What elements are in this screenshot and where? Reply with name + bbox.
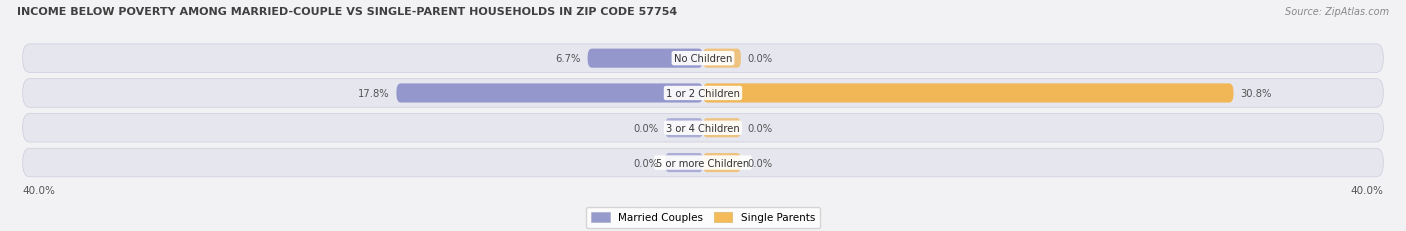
FancyBboxPatch shape	[22, 149, 1384, 177]
Text: 6.7%: 6.7%	[555, 54, 581, 64]
Text: 40.0%: 40.0%	[22, 185, 56, 195]
Text: No Children: No Children	[673, 54, 733, 64]
FancyBboxPatch shape	[665, 153, 703, 172]
FancyBboxPatch shape	[703, 119, 741, 138]
Text: Source: ZipAtlas.com: Source: ZipAtlas.com	[1285, 7, 1389, 17]
Text: 3 or 4 Children: 3 or 4 Children	[666, 123, 740, 133]
Text: 0.0%: 0.0%	[633, 123, 658, 133]
Text: 30.8%: 30.8%	[1240, 88, 1272, 99]
FancyBboxPatch shape	[703, 49, 741, 68]
FancyBboxPatch shape	[22, 79, 1384, 108]
FancyBboxPatch shape	[703, 84, 1233, 103]
Text: 17.8%: 17.8%	[359, 88, 389, 99]
FancyBboxPatch shape	[22, 114, 1384, 142]
FancyBboxPatch shape	[703, 153, 741, 172]
Text: 0.0%: 0.0%	[748, 123, 773, 133]
Text: 40.0%: 40.0%	[1350, 185, 1384, 195]
FancyBboxPatch shape	[22, 45, 1384, 73]
Text: 5 or more Children: 5 or more Children	[657, 158, 749, 168]
Text: 0.0%: 0.0%	[748, 54, 773, 64]
FancyBboxPatch shape	[665, 119, 703, 138]
Text: 0.0%: 0.0%	[633, 158, 658, 168]
FancyBboxPatch shape	[588, 49, 703, 68]
Legend: Married Couples, Single Parents: Married Couples, Single Parents	[586, 207, 820, 228]
Text: 1 or 2 Children: 1 or 2 Children	[666, 88, 740, 99]
FancyBboxPatch shape	[396, 84, 703, 103]
Text: 0.0%: 0.0%	[748, 158, 773, 168]
Text: INCOME BELOW POVERTY AMONG MARRIED-COUPLE VS SINGLE-PARENT HOUSEHOLDS IN ZIP COD: INCOME BELOW POVERTY AMONG MARRIED-COUPL…	[17, 7, 678, 17]
